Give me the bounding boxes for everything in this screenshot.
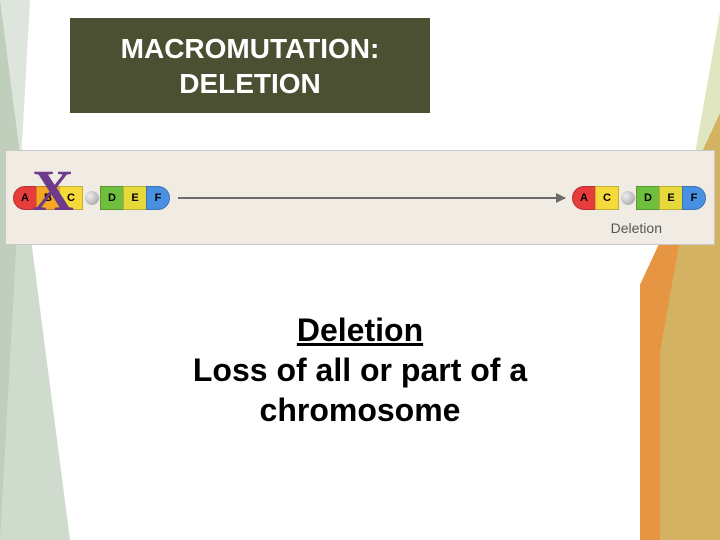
decor-right-green — [660, 0, 720, 540]
decor-left-triangle — [0, 0, 70, 540]
gene-segment: F — [146, 186, 170, 210]
title-text: MACROMUTATION: DELETION — [121, 31, 380, 101]
arrow — [170, 197, 573, 199]
centromere — [85, 191, 99, 205]
term-underlined: Deletion — [297, 312, 423, 348]
body-text: Deletion Loss of all or part of a chromo… — [90, 310, 630, 430]
gene-segment: C — [595, 186, 619, 210]
gene-segment: E — [123, 186, 147, 210]
gene-segment: D — [100, 186, 124, 210]
arrow-line — [178, 197, 565, 199]
gene-segment: E — [659, 186, 683, 210]
title-line-1: MACROMUTATION: — [121, 33, 380, 64]
diagram-label: Deletion — [611, 220, 662, 236]
gene-segment: F — [682, 186, 706, 210]
title-box: MACROMUTATION: DELETION — [70, 18, 430, 113]
gene-segment: A — [572, 186, 596, 210]
deletion-x-mark: X — [32, 162, 74, 220]
chromosome-after: ACDEF — [573, 186, 706, 210]
definition-text: Loss of all or part of a chromosome — [193, 352, 527, 428]
diagram-strip: ABCDEFX ACDEF Deletion — [5, 150, 715, 245]
gene-segment: D — [636, 186, 660, 210]
title-line-2: DELETION — [179, 68, 321, 99]
chromosome-before: ABCDEFX — [14, 186, 170, 210]
centromere — [621, 191, 635, 205]
